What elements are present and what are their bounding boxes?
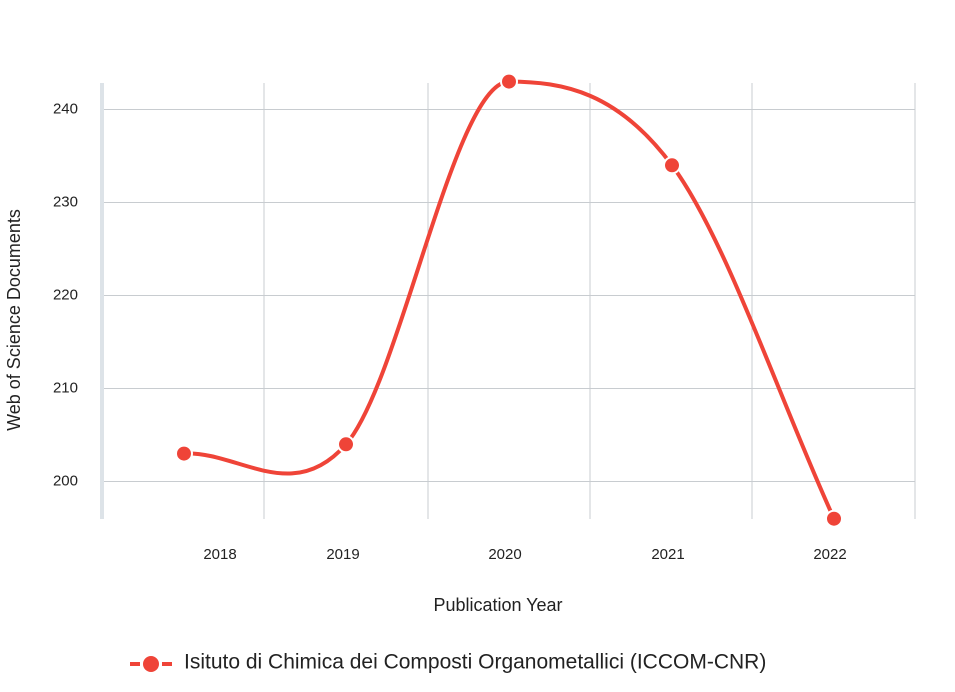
y-tick-label: 240 <box>53 100 78 117</box>
data-point[interactable] <box>663 156 681 175</box>
x-axis-ticks: 2018 2019 2020 2021 2022 <box>203 546 846 563</box>
x-tick-label: 2020 <box>488 546 521 563</box>
data-point[interactable] <box>175 444 193 463</box>
x-tick-label: 2022 <box>813 546 846 563</box>
x-tick-label: 2019 <box>326 546 359 563</box>
y-tick-label: 230 <box>53 193 78 210</box>
legend[interactable]: Isituto di Chimica dei Composti Organome… <box>130 651 766 674</box>
data-point[interactable] <box>500 72 518 91</box>
x-tick-label: 2021 <box>651 546 684 563</box>
x-axis-label: Publication Year <box>433 595 562 615</box>
data-point[interactable] <box>337 435 355 454</box>
x-tick-label: 2018 <box>203 546 236 563</box>
y-tick-label: 220 <box>53 286 78 303</box>
data-point[interactable] <box>825 509 843 528</box>
series-line <box>183 79 836 520</box>
data-points <box>175 72 843 528</box>
y-axis-label: Web of Science Documents <box>4 209 24 431</box>
grid-lines <box>102 83 916 519</box>
y-axis-ticks: 200 210 220 230 240 <box>53 100 78 489</box>
y-tick-label: 200 <box>53 472 78 489</box>
legend-label: Isituto di Chimica dei Composti Organome… <box>184 651 766 674</box>
legend-marker-icon <box>143 656 159 672</box>
y-tick-label: 210 <box>53 379 78 396</box>
